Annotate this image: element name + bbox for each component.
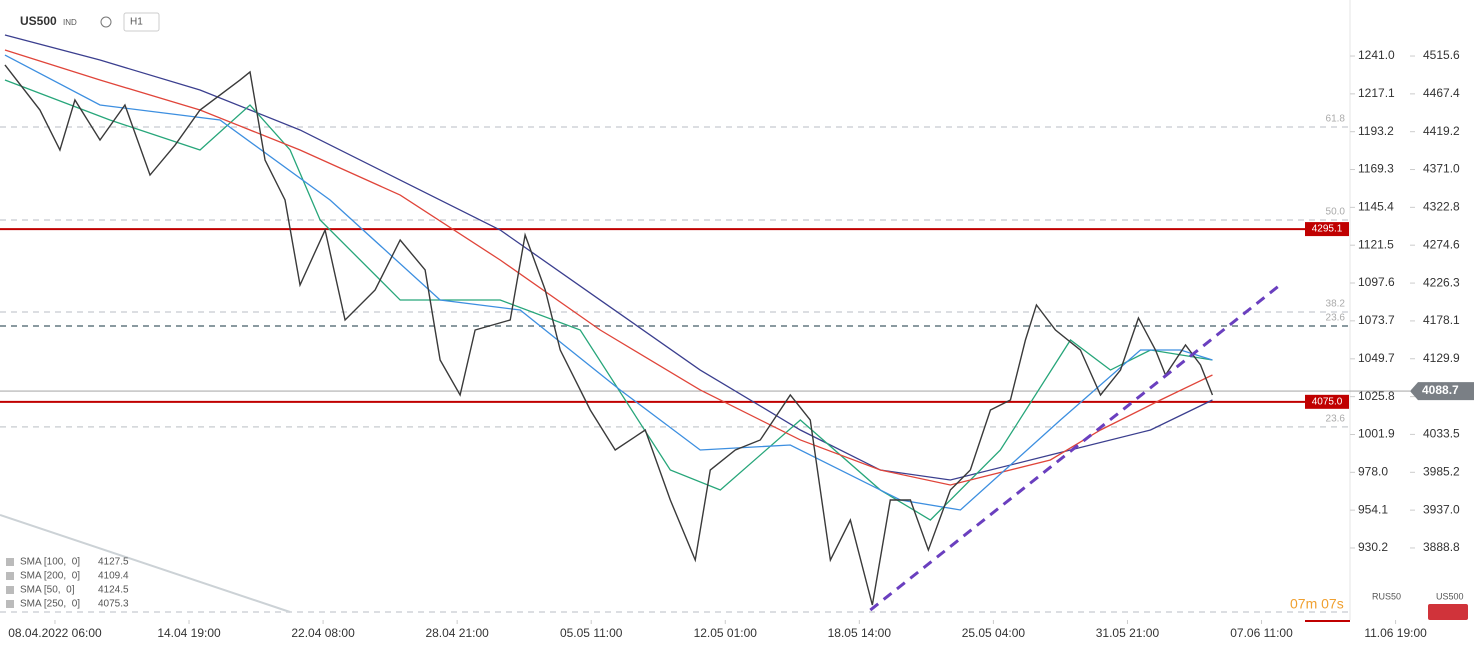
legend-value: 4124.5 (98, 585, 129, 596)
y2-tick-label: 1145.4 (1358, 200, 1394, 214)
countdown: 07m 07s (1290, 596, 1344, 612)
sma-line (4, 34, 1213, 481)
y-tick-label: 4322.8 (1423, 200, 1460, 214)
sma-line (4, 54, 1213, 511)
fib-label: 61.8 (1326, 114, 1346, 125)
y2-tick-label: 978.0 (1358, 464, 1388, 478)
y-tick-label: 4467.4 (1423, 86, 1460, 100)
symbol[interactable]: US500 (20, 14, 57, 28)
level-label: 4295.1 (1312, 224, 1343, 235)
legend-value: 4075.3 (98, 599, 129, 610)
fib-label: 23.6 (1326, 313, 1346, 324)
instrument[interactable]: US500 (1436, 591, 1464, 601)
x-tick-label: 31.05 21:00 (1096, 626, 1160, 640)
level-tag (1305, 394, 1349, 409)
timeframe[interactable]: H1 (130, 17, 143, 28)
legend-icon (6, 600, 14, 608)
countdown-bar (1305, 620, 1350, 622)
x-tick-label: 14.04 19:00 (157, 626, 221, 640)
current-price-label: 4088.7 (1422, 383, 1459, 397)
level-label: 4075.0 (1312, 396, 1343, 407)
y-tick-label: 4515.6 (1423, 48, 1460, 62)
x-tick-label: 11.06 19:00 (1364, 626, 1427, 640)
legend-entry: SMA [200, 0] (20, 571, 80, 582)
y2-tick-label: 1241.0 (1358, 48, 1395, 62)
level-tag (1305, 222, 1349, 237)
y-tick-label: 4226.3 (1423, 275, 1460, 289)
market: IND (63, 18, 77, 27)
y2-tick-label: 1025.8 (1358, 389, 1395, 403)
x-tick-label: 08.04.2022 06:00 (8, 626, 102, 640)
y2-tick-label: 1193.2 (1358, 124, 1394, 138)
y2-tick-label: 1073.7 (1358, 313, 1395, 327)
drawing-line (0, 514, 291, 613)
y2-tick-label: 954.1 (1358, 502, 1388, 516)
legend-value: 4109.4 (98, 571, 129, 582)
y2-tick-label: 1169.3 (1358, 162, 1394, 176)
legend-entry: SMA [250, 0] (20, 599, 80, 610)
y-tick-label: 3937.0 (1423, 502, 1460, 516)
y-tick-label: 3888.8 (1423, 540, 1460, 554)
y2-tick-label: 1217.1 (1358, 86, 1395, 100)
x-tick-label: 07.06 11:00 (1230, 626, 1293, 640)
x-tick-label: 18.05 14:00 (828, 626, 892, 640)
y2-tick-label: 1049.7 (1358, 351, 1395, 365)
y2-tick-label: 1001.9 (1358, 427, 1395, 441)
trendline (869, 281, 1284, 612)
legend-icon (6, 586, 14, 594)
timeframe-box[interactable] (123, 12, 160, 32)
y-tick-label: 4033.5 (1423, 427, 1460, 441)
x-tick-label: 12.05 01:00 (694, 626, 758, 640)
y2-tick-label: 930.2 (1358, 540, 1388, 554)
sma-line (4, 79, 1213, 521)
x-tick-label: 25.05 04:00 (962, 626, 1026, 640)
legend-entry: SMA [50, 0] (20, 585, 75, 596)
current-price-tag (1410, 382, 1474, 401)
y-tick-label: 4419.2 (1423, 124, 1460, 138)
y-tick-label: 4274.6 (1423, 237, 1460, 251)
legend-icon (6, 572, 14, 580)
y-tick-label: 4129.9 (1423, 351, 1460, 365)
y2-tick-label: 1121.5 (1358, 237, 1394, 251)
price-line (4, 64, 1214, 606)
y-tick-label: 4371.0 (1423, 162, 1460, 176)
y2-tick-label: 1097.6 (1358, 275, 1395, 289)
legend-icon (6, 558, 14, 566)
x-tick-label: 05.05 11:00 (560, 626, 623, 640)
x-tick-label: 28.04 21:00 (425, 626, 489, 640)
fib-label: 50.0 (1326, 207, 1346, 218)
legend-value: 4127.5 (98, 557, 129, 568)
x-tick-label: 22.04 08:00 (291, 626, 355, 640)
legend-entry: SMA [100, 0] (20, 557, 80, 568)
y-tick-label: 3985.2 (1423, 464, 1460, 478)
instrument[interactable]: RUS50 (1372, 591, 1401, 601)
fib-label: 38.2 (1326, 299, 1346, 310)
instrument-button[interactable] (1428, 604, 1468, 620)
fib-label: 23.6 (1326, 414, 1346, 425)
info-icon[interactable] (100, 16, 112, 28)
y-tick-label: 4178.1 (1423, 313, 1460, 327)
